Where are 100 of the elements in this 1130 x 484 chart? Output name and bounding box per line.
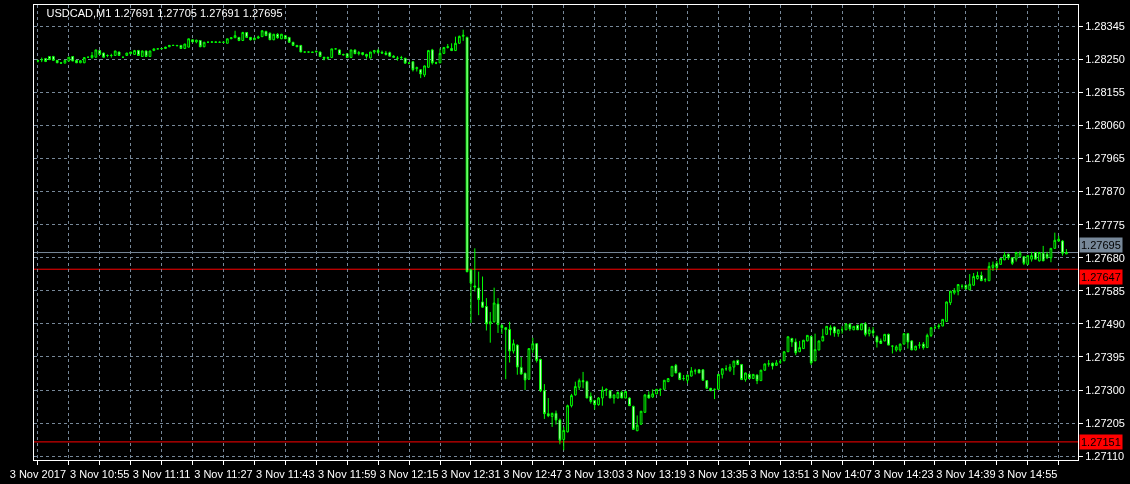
candlestick (852, 325, 856, 331)
x-tick-label: 3 Nov 13:19 (626, 468, 687, 481)
candlestick (129, 51, 133, 55)
candlestick (829, 324, 832, 336)
candlestick (102, 52, 105, 58)
candlestick (794, 338, 798, 356)
x-tick-label: 3 Nov 13:03 (565, 468, 625, 481)
candlestick (384, 50, 388, 56)
y-tick-label: 1.27965 (1085, 152, 1125, 165)
candlestick (1014, 251, 1018, 263)
candlestick (245, 31, 249, 38)
candlestick (44, 58, 47, 63)
candlestick (137, 49, 140, 56)
candlestick (369, 51, 372, 60)
x-tick-label: 3 Nov 10:55 (70, 468, 130, 481)
candlestick (82, 56, 86, 64)
candlestick (225, 38, 229, 44)
candlestick (461, 29, 465, 42)
candlestick (802, 339, 805, 350)
candlestick (411, 60, 415, 72)
candlestick (438, 48, 442, 64)
candlestick (291, 41, 295, 46)
candlestick (1022, 255, 1026, 266)
candlestick (214, 41, 218, 44)
candlestick (732, 360, 736, 376)
candlestick (67, 56, 71, 62)
y-tick-label: 1.28250 (1085, 53, 1125, 66)
candlestick (376, 48, 380, 55)
candlestick (651, 388, 655, 399)
candlestick (283, 34, 287, 40)
candlestick (253, 36, 256, 41)
candlestick (813, 333, 817, 362)
candlestick (979, 271, 983, 282)
candlestick (740, 363, 743, 381)
candlestick (751, 373, 755, 380)
x-tick-label: 3 Nov 12:15 (379, 468, 439, 481)
x-tick-label: 3 Nov 12:31 (441, 468, 501, 481)
candlestick (260, 29, 264, 38)
candlestick (662, 379, 666, 391)
candlestick (338, 49, 341, 55)
candlestick (144, 50, 148, 58)
candlestick (833, 325, 836, 338)
y-tick-label: 1.27775 (1085, 218, 1125, 231)
candlestick (995, 260, 999, 271)
candlestick (430, 48, 434, 66)
candlestick (775, 359, 778, 366)
candlestick (670, 365, 674, 377)
candlestick (454, 36, 457, 52)
candlestick (372, 49, 376, 55)
candlestick (268, 32, 272, 41)
candlestick (287, 36, 291, 43)
candlestick (140, 50, 144, 58)
candlestick (728, 363, 732, 373)
candlestick (71, 55, 75, 62)
candlestick (612, 394, 616, 405)
x-tick-label: 3 Nov 11:11 (132, 468, 191, 481)
candlestick (353, 49, 357, 55)
ref-line-label: 1.27647 (1081, 271, 1121, 283)
candlestick (956, 283, 960, 296)
candlestick (264, 30, 268, 37)
candlestick (272, 33, 276, 41)
candlestick (187, 38, 191, 48)
candlestick (357, 50, 361, 56)
candlestick (125, 52, 129, 56)
candlestick (299, 44, 303, 53)
x-tick-label: 3 Nov 14:39 (936, 468, 996, 481)
y-tick-label: 1.27490 (1085, 317, 1125, 330)
x-tick-label: 3 Nov 12:47 (503, 468, 563, 481)
candlestick (392, 54, 395, 59)
candlestick (280, 33, 283, 40)
candlestick (1034, 251, 1037, 260)
candlestick (164, 46, 167, 50)
candlestick (1030, 251, 1033, 263)
candlestick (844, 323, 848, 331)
candlestick (148, 50, 152, 58)
candlestick (210, 41, 214, 44)
candlestick (894, 344, 898, 353)
candlestick (620, 390, 624, 399)
y-tick-label: 1.28060 (1085, 119, 1125, 132)
candlestick (755, 373, 759, 385)
candlestick (515, 343, 519, 376)
y-tick-label: 1.27110 (1085, 450, 1125, 463)
y-tick-label: 1.27300 (1085, 383, 1125, 396)
x-tick-label: 3 Nov 11:43 (256, 468, 315, 481)
candlestick (848, 322, 852, 332)
candlestick (809, 335, 813, 366)
candlestick (856, 324, 859, 331)
candlestick (198, 39, 202, 48)
candlestick (133, 49, 136, 56)
candlestick (98, 49, 102, 55)
candlestick (318, 51, 322, 58)
candlestick (349, 49, 353, 59)
candlestick (863, 321, 867, 337)
x-tick-label: 3 Nov 2017 (9, 468, 66, 481)
candlestick (48, 55, 51, 61)
x-tick-label: 3 Nov 13:35 (688, 468, 749, 481)
candlestick (117, 51, 121, 56)
candlestick (1041, 245, 1045, 262)
candlestick (113, 50, 117, 56)
candlestick (887, 333, 890, 346)
